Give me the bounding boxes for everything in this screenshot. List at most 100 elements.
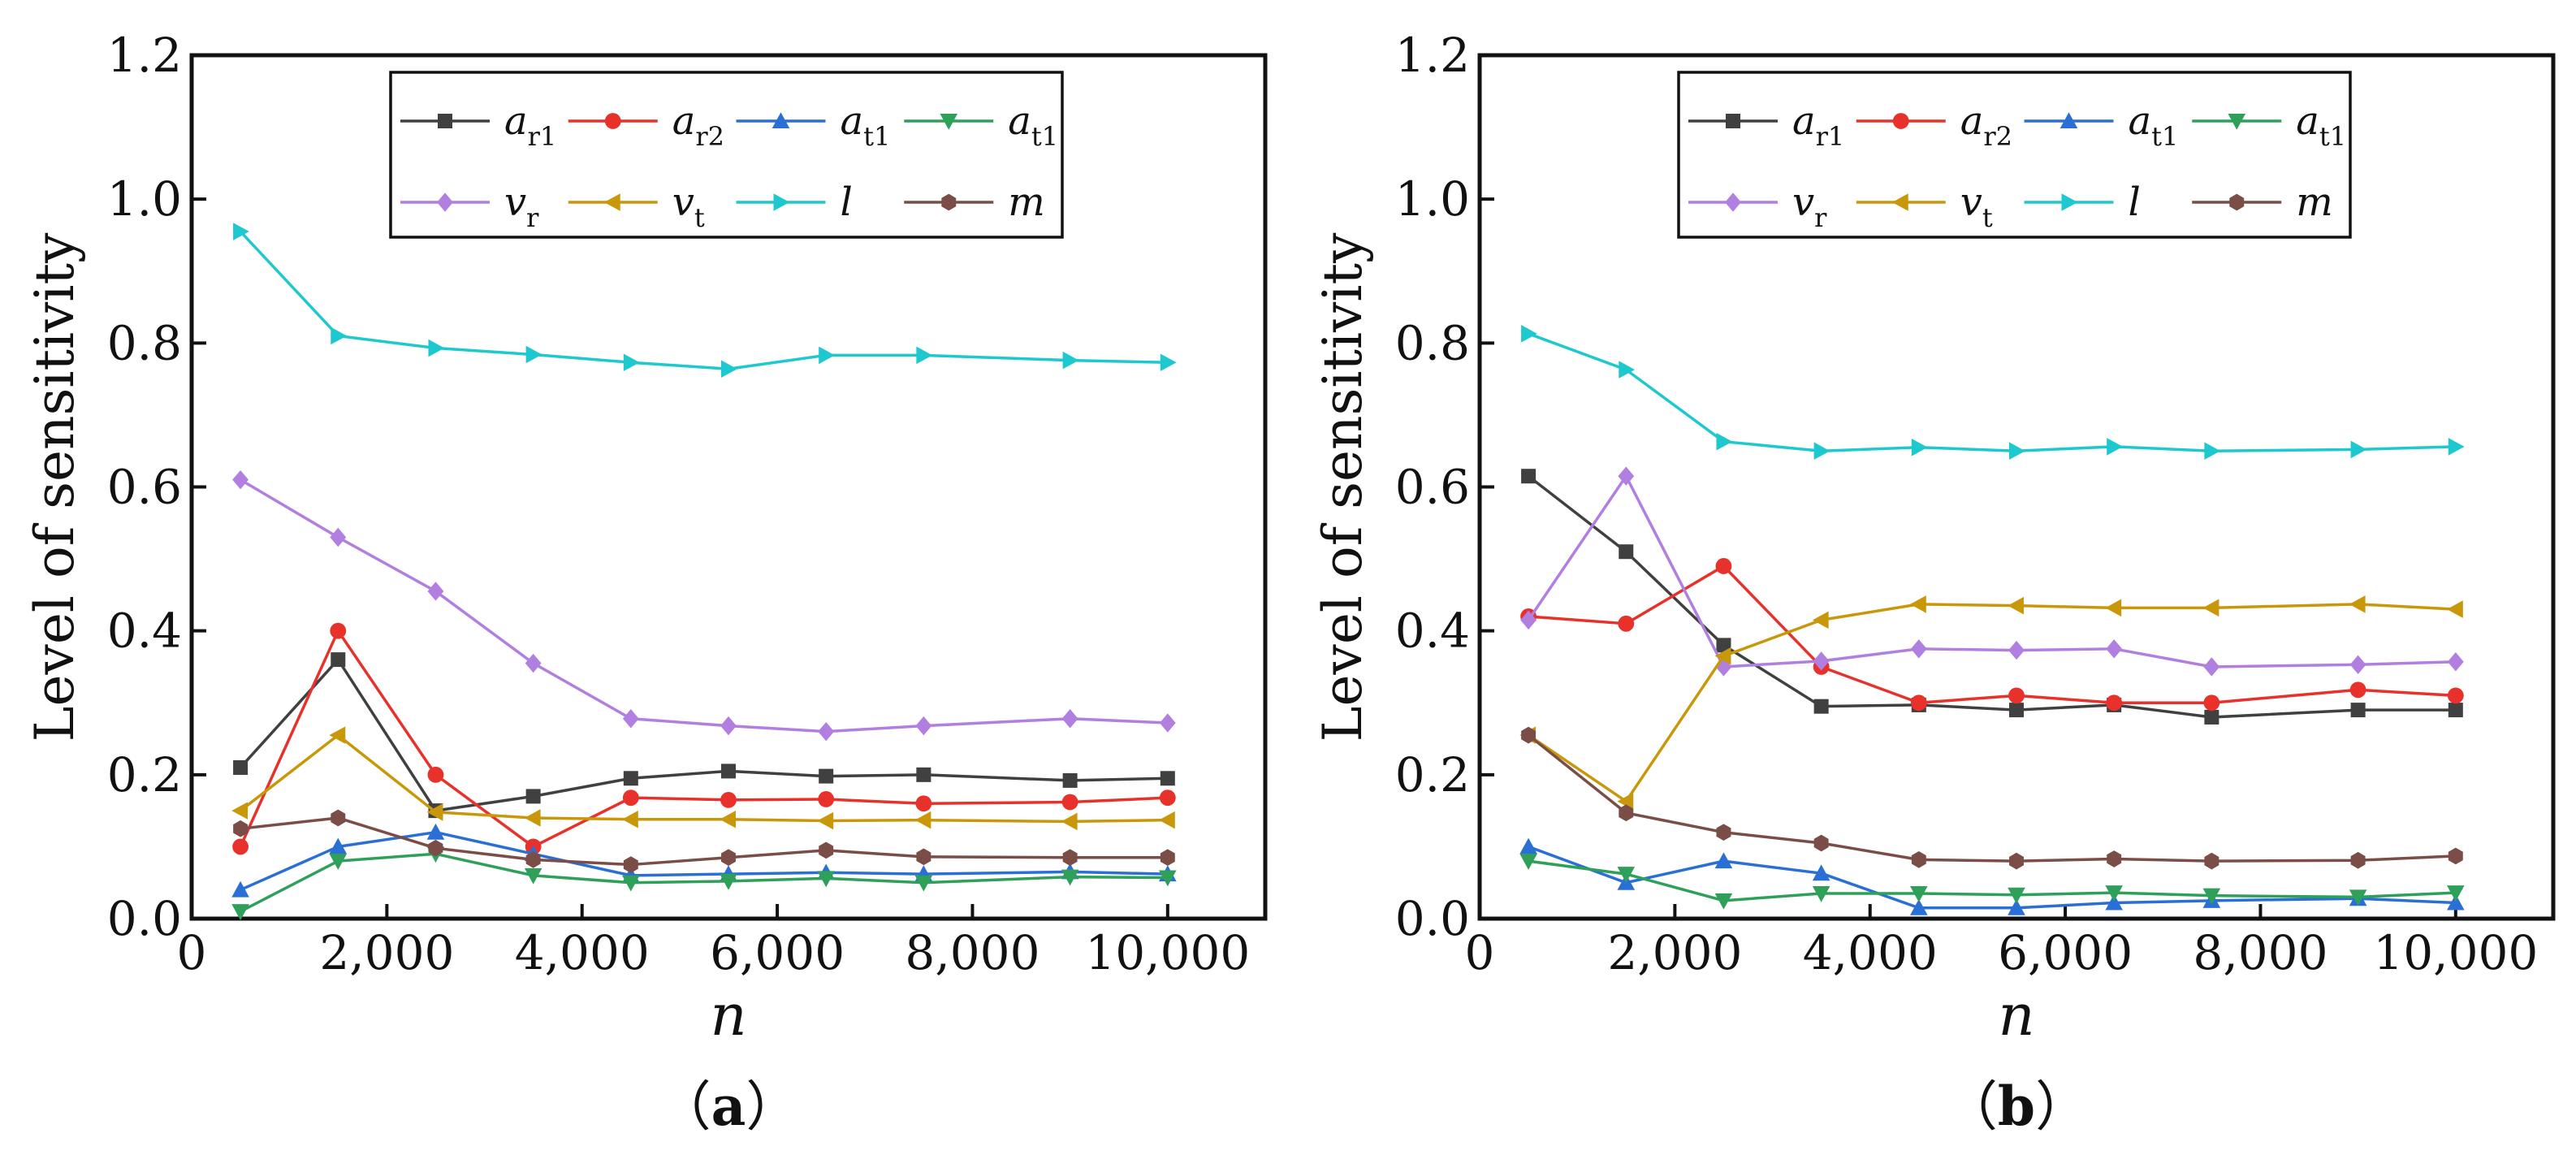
legend-label-5: vt: [672, 180, 705, 233]
x-tick-label: 6,000: [1998, 925, 2133, 980]
data-point-6-1: [1619, 361, 1636, 379]
data-point-4-0: [232, 469, 249, 490]
legend-symbol: v: [504, 180, 526, 225]
legend-marker-2: [772, 112, 790, 128]
y-tick-label: 1.2: [107, 28, 182, 83]
x-axis-ticks: 0 2,000 4,000 6,000 8,000 10,000: [1465, 904, 2538, 980]
data-point-5-3: [524, 809, 541, 827]
y-tick-label: 0.6: [107, 460, 182, 515]
panel-label-close: ）: [2035, 1075, 2089, 1138]
series-line-6: [1528, 332, 2456, 452]
data-point-1-0: [232, 838, 249, 855]
y-tick-label: 1.0: [107, 171, 182, 227]
data-point-7-3: [525, 851, 541, 868]
legend-marker-5: [1891, 193, 1908, 211]
legend-subscript: r: [526, 202, 539, 233]
data-point-3-8: [2349, 889, 2367, 906]
data-point-1-8: [2349, 681, 2366, 699]
data-point-5-3: [1812, 611, 1829, 629]
series-line-7: [240, 816, 1168, 867]
data-point-1-8: [1061, 794, 1078, 811]
legend-label-4: vr: [1792, 180, 1827, 233]
data-point-4-4: [622, 709, 639, 729]
legend-subscript: t1: [2151, 121, 2178, 152]
legend-box: [1677, 71, 2352, 239]
legend-subscript: t: [1982, 202, 1993, 233]
data-point-7-5: [721, 849, 736, 867]
data-point-0-0: [233, 759, 249, 775]
x-tick-label: 10,000: [1085, 925, 1250, 980]
data-point-6-7: [916, 346, 933, 365]
series-line-4: [1527, 474, 2456, 668]
data-point-5-6: [2105, 599, 2122, 617]
series-line-6: [239, 230, 1168, 370]
x-tick-label: 0: [177, 925, 207, 980]
data-point-7-4: [623, 856, 638, 873]
data-point-0-7: [2204, 709, 2219, 725]
legend-symbol: a: [504, 98, 528, 144]
legend-symbol: v: [1792, 180, 1814, 225]
legend-symbol: a: [2296, 98, 2319, 144]
data-point-6-5: [721, 360, 737, 379]
data-point-5-1: [329, 726, 346, 744]
data-point-4-5: [720, 716, 737, 736]
data-point-6-0: [233, 223, 249, 240]
y-tick-label: 0.2: [1395, 747, 1470, 802]
legend-subscript: t1: [1031, 121, 1058, 152]
data-point-0-9: [1160, 771, 1175, 786]
data-point-5-6: [817, 811, 834, 830]
data-point-2-6: [2105, 893, 2123, 911]
legend-symbol: a: [841, 98, 864, 144]
panel-label-close: ）: [746, 1075, 799, 1138]
data-point-5-2: [426, 803, 443, 821]
legend-symbol: v: [1960, 180, 1982, 225]
data-point-2-1: [329, 837, 348, 854]
legend-marker-3: [940, 114, 958, 130]
legend-label-5: vt: [1960, 180, 1993, 233]
data-point-3-8: [1061, 869, 1079, 886]
data-point-5-9: [2447, 600, 2463, 618]
y-tick-label: 0.8: [107, 315, 182, 370]
legend-symbol: v: [672, 180, 694, 225]
y-axis-title: Level of sensitivity: [1312, 232, 1374, 742]
data-point-0-5: [721, 764, 736, 779]
x-axis-title: n: [710, 982, 746, 1049]
x-tick-label: 4,000: [515, 925, 650, 980]
data-point-0-7: [916, 767, 931, 782]
data-point-4-2: [427, 582, 444, 601]
data-point-3-1: [329, 854, 348, 870]
data-point-6-6: [819, 346, 835, 365]
legend-label-1: ar2: [1960, 98, 2012, 152]
legend-label-3: at1: [2296, 98, 2346, 152]
data-point-7-8: [2350, 851, 2366, 869]
data-point-3-4: [1910, 885, 1928, 902]
series-line-2: [1528, 845, 2456, 910]
legend-subscript: t1: [2319, 121, 2346, 152]
data-point-4-7: [2203, 657, 2220, 677]
y-tick-label: 1.0: [1395, 171, 1470, 227]
data-point-7-6: [2107, 850, 2122, 867]
x-tick-label: 0: [1465, 925, 1495, 980]
data-point-3-3: [1812, 885, 1830, 902]
data-point-7-4: [1911, 851, 1926, 868]
data-point-2-3: [1812, 864, 1830, 881]
legend-subscript: r2: [695, 121, 724, 152]
panel-label-open: （: [658, 1075, 711, 1138]
legend-label-1: ar2: [672, 98, 724, 152]
y-tick-label: 0.6: [1395, 460, 1470, 515]
legend-marker-7: [2229, 193, 2245, 211]
legend-symbol: a: [2129, 98, 2152, 144]
data-point-6-2: [1716, 432, 1733, 451]
data-point-7-5: [2009, 852, 2024, 870]
data-point-4-6: [2106, 639, 2123, 659]
x-tick-label: 2,000: [319, 925, 454, 980]
data-point-6-5: [2009, 442, 2025, 461]
y-tick-label: 0.4: [1395, 603, 1470, 659]
data-point-7-0: [1521, 726, 1537, 744]
data-point-1-2: [427, 766, 444, 783]
series-line-1: [239, 629, 1168, 849]
panel-label-letter: a: [711, 1075, 746, 1138]
data-point-3-5: [720, 873, 737, 890]
x-tick-label: 4,000: [1803, 925, 1938, 980]
